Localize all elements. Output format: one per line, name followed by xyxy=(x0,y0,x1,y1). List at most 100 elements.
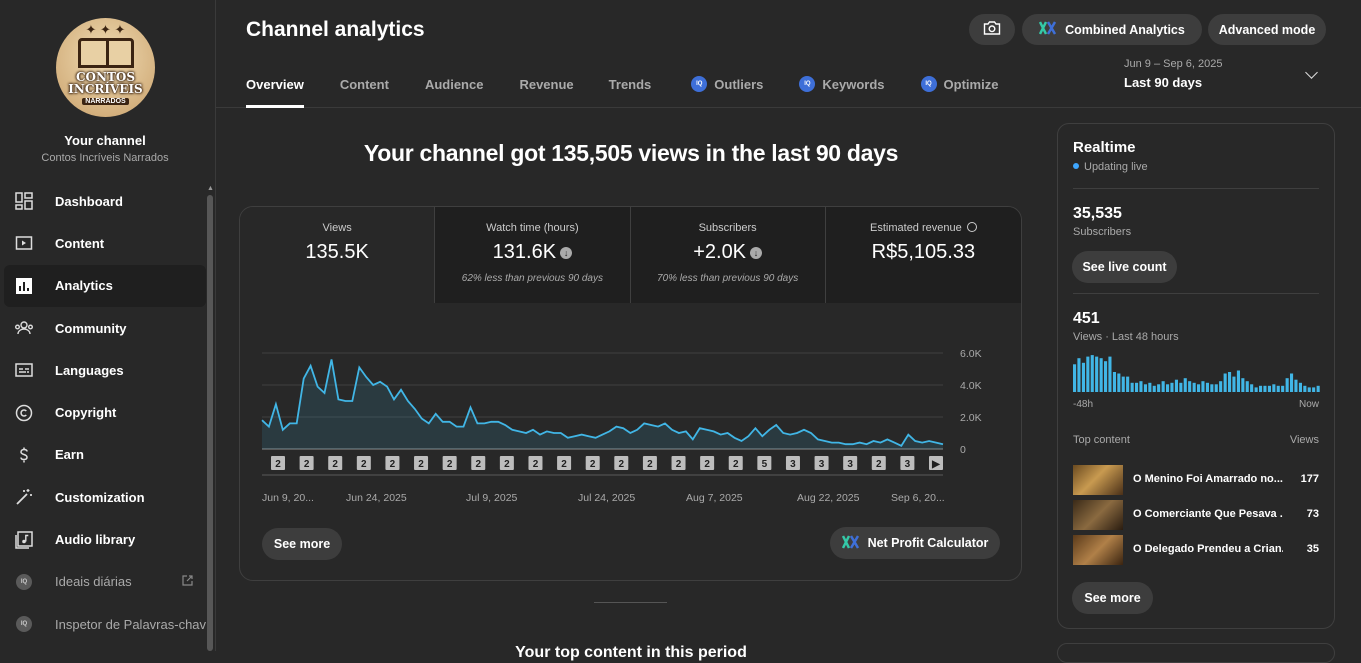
tab-label: Trends xyxy=(608,77,652,92)
tab-optimize[interactable]: IQ Optimize xyxy=(920,76,999,107)
tab-keywords[interactable]: IQ Keywords xyxy=(799,76,885,107)
tab-trends[interactable]: Trends xyxy=(609,77,652,108)
views-line xyxy=(261,359,944,447)
top-content-item[interactable]: O Delegado Prendeu a Crian... 35 xyxy=(1073,535,1319,565)
avatar-line3: NARRADOS xyxy=(82,98,129,105)
sidebar-item-earn[interactable]: Earn xyxy=(0,434,210,476)
channel-avatar[interactable]: ✦ ✦ ✦ CONTOS INCRÍVEIS NARRADOS xyxy=(56,18,155,117)
realtime-bar xyxy=(1263,385,1267,392)
divider xyxy=(594,602,667,603)
earn-icon xyxy=(14,445,34,465)
analytics-icon xyxy=(14,276,34,296)
iq-badge-icon: IQ xyxy=(691,76,708,92)
page-title: Channel analytics xyxy=(246,18,425,41)
tab-label: Keywords xyxy=(822,77,885,92)
iq-icon: IQ xyxy=(14,572,34,592)
realtime-bar xyxy=(1245,381,1249,392)
x-tick-label: Jul 24, 2025 xyxy=(578,492,635,503)
sidebar-item-label: Dashboard xyxy=(55,193,123,209)
sidebar-item-languages[interactable]: Languages xyxy=(0,349,210,391)
metric-watch-time[interactable]: Watch time (hours) 131.6K ↓ 62% less than… xyxy=(435,207,631,303)
dashboard-icon xyxy=(14,191,34,211)
divider xyxy=(1073,188,1319,189)
x-tick-label: Jul 9, 2025 xyxy=(466,492,518,503)
x-tick-label: Aug 7, 2025 xyxy=(686,492,743,503)
sidebar-scrollbar[interactable] xyxy=(207,195,213,651)
date-range-text: Jun 9 – Sep 6, 2025 xyxy=(1124,58,1223,70)
sidebar-item-copyright[interactable]: Copyright xyxy=(0,391,210,433)
tab-label: Content xyxy=(339,77,389,92)
advanced-mode-button[interactable]: Advanced mode xyxy=(1208,14,1326,45)
video-thumbnail xyxy=(1073,500,1123,530)
sidebar-item-analytics[interactable]: Analytics xyxy=(4,264,206,307)
metric-views[interactable]: Views 135.5K xyxy=(240,207,436,303)
top-content-item[interactable]: O Menino Foi Amarrado no... 177 xyxy=(1073,465,1319,495)
realtime-bar xyxy=(1152,385,1156,392)
sidebar-item-ideais-diarias[interactable]: IQ Ideais diárias xyxy=(0,561,210,603)
sidebar-item-audio-library[interactable]: Audio library xyxy=(0,518,210,560)
video-marker xyxy=(614,456,629,470)
tab-content[interactable]: Content xyxy=(340,77,389,108)
sidebar-item-label: Content xyxy=(55,235,105,251)
overview-card: Views 135.5K Watch time (hours) 131.6K ↓ … xyxy=(239,206,1022,581)
arrow-down-icon: ↓ xyxy=(750,247,763,259)
sidebar-item-inspetor[interactable]: IQ Inspetor de Palavras-chav xyxy=(0,603,210,645)
sidebar-item-dashboard[interactable]: Dashboard xyxy=(0,180,210,222)
screenshot-button[interactable] xyxy=(969,14,1015,45)
views-chart[interactable]: 0 2.0K 4.0K 6.0K 2 2 2 2 2 2 2 2 2 2 2 2 2 2 2 2 2 5 3 3 3 2 3 ▶ Jun… xyxy=(240,303,1022,503)
avatar-line1: CONTOS xyxy=(75,70,136,84)
sidebar-item-content[interactable]: Content xyxy=(0,222,210,264)
video-marker-count: 3 xyxy=(847,459,853,470)
realtime-bar xyxy=(1254,387,1258,392)
your-channel-label: Your channel xyxy=(64,133,146,148)
video-marker xyxy=(356,456,371,470)
realtime-bar xyxy=(1228,372,1232,392)
metric-subscribers[interactable]: Subscribers +2.0K ↓ 70% less than previou… xyxy=(630,207,826,303)
net-profit-calculator-button[interactable]: Net Profit Calculator xyxy=(830,527,1000,559)
video-marker-count: 2 xyxy=(590,459,596,470)
video-marker xyxy=(271,456,285,470)
tab-label: Optimize xyxy=(943,77,999,92)
video-marker xyxy=(642,456,657,470)
sidebar-item-label: Audio library xyxy=(55,532,136,548)
video-marker-count: 2 xyxy=(704,459,710,470)
tab-outliers[interactable]: IQ Outliers xyxy=(691,76,763,107)
tab-revenue[interactable]: Revenue xyxy=(519,77,573,108)
see-live-count-button[interactable]: See live count xyxy=(1072,251,1177,283)
period-text: Last 90 days xyxy=(1124,75,1203,90)
y-tick-label: 6.0K xyxy=(960,348,982,360)
top-content-heading: Your top content in this period xyxy=(515,644,747,661)
realtime-bar xyxy=(1219,381,1223,392)
tab-label: Overview xyxy=(246,77,304,92)
video-marker xyxy=(757,456,772,470)
video-marker-count: 2 xyxy=(361,459,367,470)
chevron-down-icon[interactable] xyxy=(1305,66,1318,79)
tab-overview[interactable]: Overview xyxy=(246,77,304,108)
top-content-item[interactable]: O Comerciante Que Pesava ... 73 xyxy=(1073,500,1319,530)
video-marker xyxy=(442,456,457,470)
vidiq-logo-icon xyxy=(841,534,860,553)
sidebar-item-customization[interactable]: Customization xyxy=(0,476,210,518)
chart-area-fill xyxy=(262,359,943,449)
metric-revenue[interactable]: Estimated revenue R$5,105.33 xyxy=(825,207,1021,303)
realtime-bar-chart[interactable] xyxy=(1073,352,1321,392)
realtime-see-more-button[interactable]: See more xyxy=(1072,582,1153,614)
vidiq-logo-icon xyxy=(1039,20,1057,39)
video-marker xyxy=(557,456,572,470)
date-range-selector[interactable]: Jun 9 – Sep 6, 2025 Last 90 days xyxy=(1124,58,1222,90)
video-marker-count: 2 xyxy=(390,459,396,470)
see-more-button[interactable]: See more xyxy=(262,528,342,560)
video-marker-count: 2 xyxy=(619,459,625,470)
video-views: 73 xyxy=(1306,508,1319,520)
clock-icon xyxy=(966,222,977,232)
realtime-bar xyxy=(1259,385,1263,392)
realtime-bar xyxy=(1214,384,1218,392)
sidebar-item-label: Earn xyxy=(55,447,84,463)
video-marker-count: 2 xyxy=(275,459,281,470)
customization-icon xyxy=(14,487,34,507)
video-marker xyxy=(671,456,686,470)
tab-audience[interactable]: Audience xyxy=(425,77,484,108)
sidebar-item-community[interactable]: Community xyxy=(0,307,210,349)
scroll-up-arrow-icon[interactable]: ▲ xyxy=(207,185,214,192)
combined-analytics-button[interactable]: Combined Analytics xyxy=(1022,14,1202,45)
